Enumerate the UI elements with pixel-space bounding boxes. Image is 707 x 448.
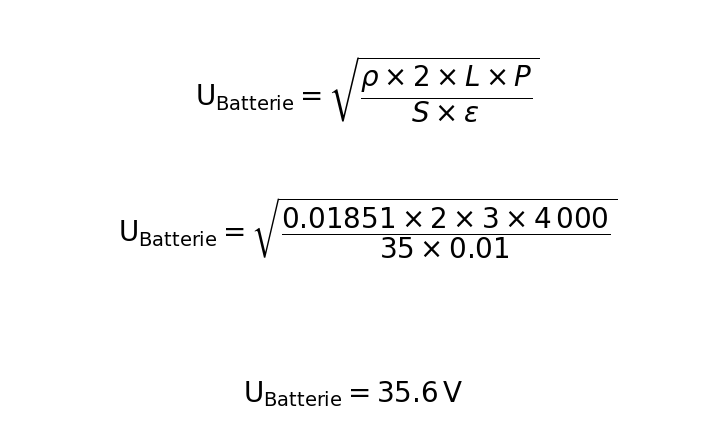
Text: $\mathrm{U}_{\mathrm{Batterie}} = 35.6\,\mathrm{V}$: $\mathrm{U}_{\mathrm{Batterie}} = 35.6\,… <box>243 379 464 409</box>
Text: $\mathrm{U}_{\mathrm{Batterie}} = \sqrt{\dfrac{\rho \times 2 \times L \times P}{: $\mathrm{U}_{\mathrm{Batterie}} = \sqrt{… <box>195 55 540 125</box>
Text: $\mathrm{U}_{\mathrm{Batterie}} = \sqrt{\dfrac{0.01851 \times 2 \times 3 \times : $\mathrm{U}_{\mathrm{Batterie}} = \sqrt{… <box>118 196 617 261</box>
